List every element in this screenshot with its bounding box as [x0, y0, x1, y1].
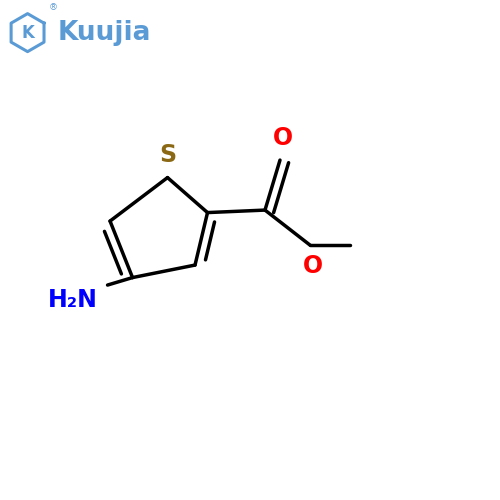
- Text: O: O: [272, 126, 292, 150]
- Text: ®: ®: [48, 2, 58, 12]
- Text: K: K: [21, 24, 34, 42]
- Text: H₂N: H₂N: [48, 288, 98, 312]
- Text: Kuujia: Kuujia: [58, 20, 151, 46]
- Text: O: O: [302, 254, 322, 278]
- Text: S: S: [159, 142, 176, 167]
